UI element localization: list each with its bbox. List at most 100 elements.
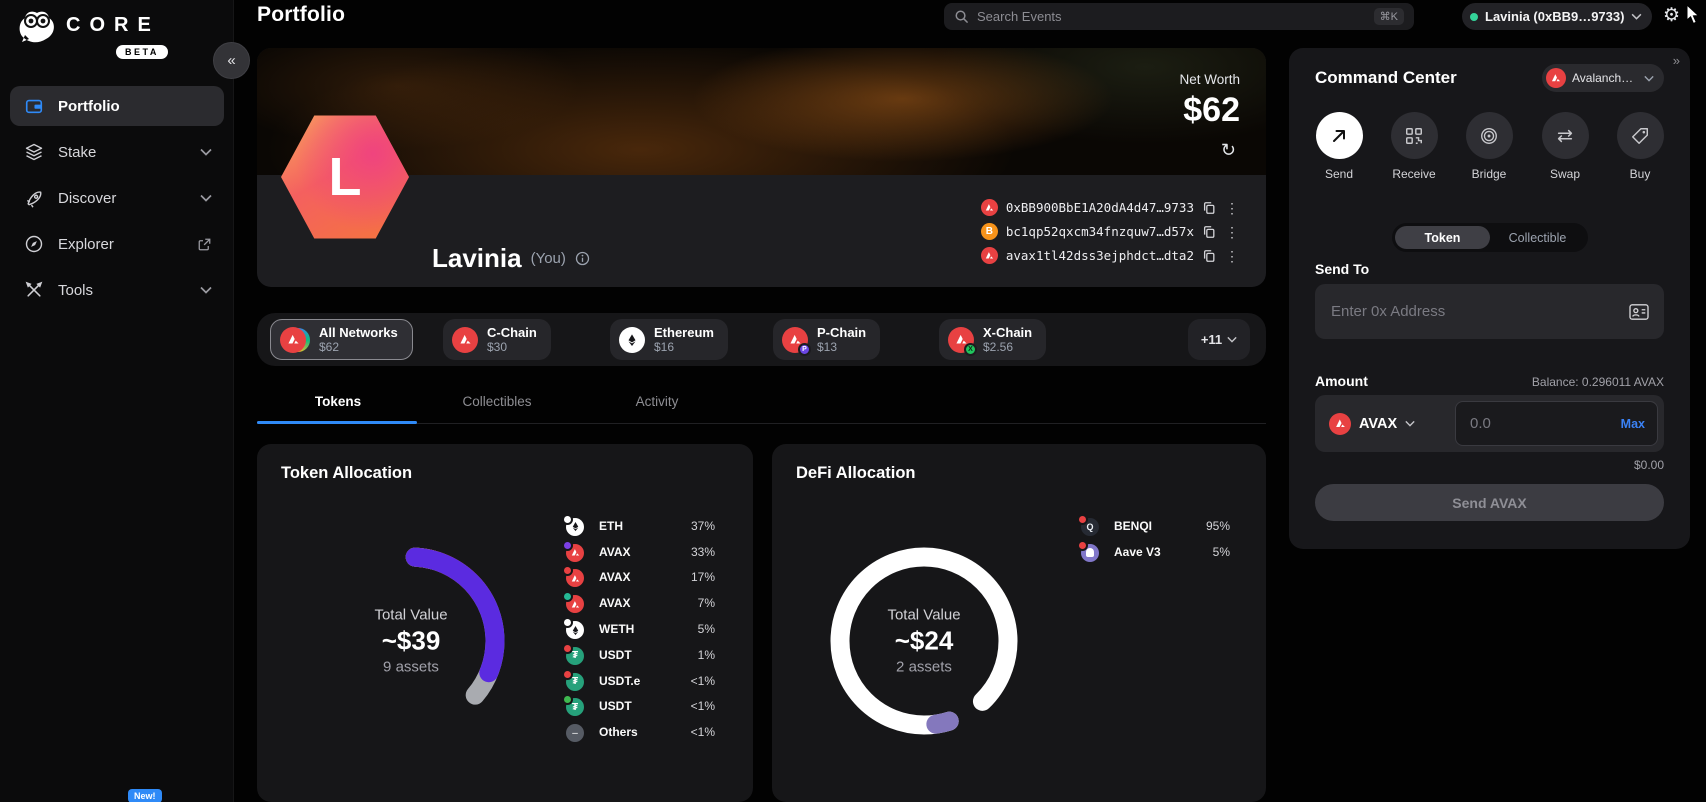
net-worth-value: $62	[1183, 91, 1240, 129]
avax-token-icon	[562, 565, 585, 588]
sidebar-item-explorer[interactable]: Explorer	[10, 224, 224, 264]
legend-pct: 17%	[690, 570, 715, 585]
avalanche-icon	[452, 326, 478, 353]
refresh-icon[interactable]: ↻	[1220, 140, 1236, 160]
defi-allocation-card: DeFi Allocation	[772, 444, 1266, 802]
others-token-icon: –	[563, 722, 585, 743]
legend-row: ₮ USDT 1%	[562, 642, 715, 668]
bridge-action-button[interactable]: Bridge	[1457, 112, 1521, 181]
active-tab-underline	[257, 421, 417, 424]
chip-name: Ethereum	[654, 325, 714, 340]
network-chip-p-chain[interactable]: P P-Chain $13	[773, 319, 881, 360]
chip-value: $62	[319, 340, 340, 354]
send-action-button[interactable]: Send	[1307, 112, 1371, 181]
network-chip-ethereum[interactable]: Ethereum $16	[610, 319, 728, 360]
sidebar-collapse-button[interactable]: «	[213, 42, 250, 79]
info-icon[interactable]	[575, 251, 590, 266]
legend-symbol: AVAX	[599, 570, 631, 585]
asset-type-toggle: Token Collectible	[1392, 223, 1588, 252]
chevron-down-icon	[1644, 75, 1654, 82]
address-book-icon[interactable]	[1628, 303, 1650, 321]
legend-row: – Others <1%	[563, 719, 715, 745]
sidebar-item-label: Tools	[58, 281, 94, 299]
network-dropdown-label: Avalanche…	[1572, 71, 1638, 85]
avalanche-x-icon: X	[948, 326, 977, 356]
account-you-suffix: (You)	[530, 250, 566, 267]
address-menu-icon[interactable]: ⋮	[1225, 247, 1239, 264]
avalanche-icon	[1546, 68, 1566, 88]
chevron-down-icon	[1632, 13, 1642, 20]
account-name-row: Lavinia (You)	[432, 243, 590, 274]
send-to-field	[1315, 284, 1664, 339]
action-label: Swap	[1549, 167, 1581, 181]
sidebar-item-stake[interactable]: Stake	[10, 132, 224, 172]
beta-badge: BETA	[116, 45, 168, 59]
sidebar-item-portfolio[interactable]: Portfolio	[10, 86, 224, 126]
legend-row: AVAX 33%	[562, 539, 715, 565]
sidebar-item-label: Discover	[58, 189, 117, 207]
legend-pct: 95%	[1205, 518, 1230, 533]
all-networks-icon	[280, 326, 310, 353]
copy-icon[interactable]	[1202, 225, 1216, 239]
panel-collapse-icon[interactable]: »	[1672, 53, 1680, 68]
external-link-icon	[198, 238, 211, 250]
send-avax-button[interactable]: Send AVAX	[1315, 484, 1664, 521]
token-selector[interactable]: AVAX	[1329, 412, 1415, 435]
sidebar-nav: Portfolio Stake Discover	[10, 86, 224, 316]
max-button[interactable]: Max	[1620, 416, 1645, 431]
receive-action-button[interactable]: Receive	[1382, 112, 1446, 181]
search-events-bar[interactable]: ⌘K	[944, 3, 1414, 30]
search-input[interactable]	[977, 9, 1374, 24]
token-symbol: AVAX	[1359, 415, 1398, 432]
settings-gear-button[interactable]: ⚙	[1663, 5, 1681, 26]
toggle-collectible[interactable]: Collectible	[1508, 230, 1567, 245]
copy-icon[interactable]	[1202, 249, 1216, 263]
defi-allocation-title: DeFi Allocation	[796, 464, 916, 482]
more-networks-button[interactable]: +11	[1188, 319, 1250, 360]
tab-activity[interactable]: Activity	[635, 394, 679, 409]
token-allocation-donut-chart	[317, 547, 505, 735]
usdt-token-icon: ₮	[562, 694, 585, 717]
compass-icon	[25, 235, 43, 253]
tab-collectibles[interactable]: Collectibles	[462, 394, 532, 409]
chip-name: All Networks	[319, 325, 398, 340]
copy-icon[interactable]	[1202, 201, 1216, 215]
net-worth-label: Net Worth	[1179, 72, 1240, 87]
address-row-bitcoin: B bc1qp52qxcm34fnzquw7…d57x ⋮	[980, 222, 1240, 241]
address-input[interactable]	[1331, 303, 1628, 320]
legend-symbol: Others	[599, 725, 638, 740]
network-chip-all[interactable]: All Networks $62	[270, 319, 413, 360]
network-filter-bar: All Networks $62 C-Chain $30 Ethereum $16 P…	[257, 313, 1266, 366]
rocket-icon	[26, 191, 42, 208]
legend-row: WETH 5%	[562, 616, 715, 642]
chevron-down-icon	[200, 148, 212, 156]
legend-row: ETH 37%	[562, 513, 715, 539]
sidebar-item-discover[interactable]: Discover	[10, 178, 224, 218]
action-label: Bridge	[1471, 167, 1507, 181]
mouse-cursor	[1686, 5, 1700, 25]
network-chip-x-chain[interactable]: X X-Chain $2.56	[939, 319, 1047, 360]
swap-action-button[interactable]: Swap	[1533, 112, 1597, 181]
defi-allocation-donut-chart	[830, 547, 1018, 735]
address-list: 0xBB900BbE1A20dA4d47…9733 ⋮ B bc1qp52qxc…	[980, 198, 1240, 265]
account-selector[interactable]: Lavinia (0xBB9…9733)	[1462, 3, 1653, 30]
address-menu-icon[interactable]: ⋮	[1225, 223, 1239, 240]
new-feature-badge: New!	[128, 789, 162, 802]
sidebar-item-tools[interactable]: Tools	[10, 270, 224, 310]
tools-icon	[25, 281, 43, 297]
network-dropdown[interactable]: Avalanche…	[1542, 64, 1664, 92]
network-chip-c-chain[interactable]: C-Chain $30	[443, 319, 551, 360]
chip-value: $16	[654, 340, 675, 354]
account-label: Lavinia (0xBB9…9733)	[1485, 9, 1625, 24]
tab-tokens[interactable]: Tokens	[314, 394, 362, 409]
token-allocation-title: Token Allocation	[281, 464, 413, 482]
buy-action-button[interactable]: Buy	[1608, 112, 1672, 181]
amount-input[interactable]	[1470, 415, 1580, 432]
chip-value: $13	[817, 340, 838, 354]
token-allocation-card: Token Allocation	[257, 444, 753, 802]
legend-pct: 37%	[690, 518, 715, 533]
address-menu-icon[interactable]: ⋮	[1225, 199, 1239, 216]
toggle-token[interactable]: Token	[1395, 226, 1490, 249]
legend-symbol: Aave V3	[1114, 544, 1161, 559]
